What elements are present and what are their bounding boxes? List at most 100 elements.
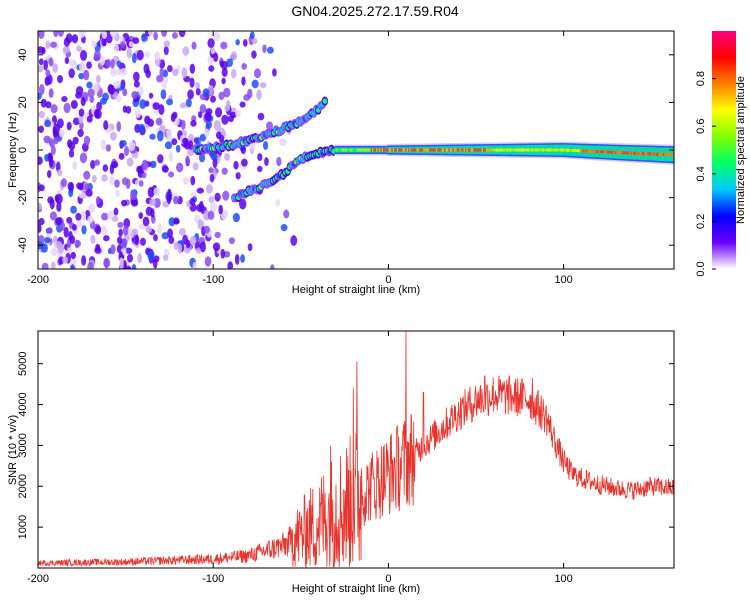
heatmap-noise-cell [63,226,69,238]
heatmap-noise-cell [49,211,58,221]
heatmap-noise-cell [126,47,133,59]
main-trace-core [352,148,356,152]
heatmap-noise-cell [267,46,274,54]
main-trace-core [620,151,624,155]
heatmap-noise-cell [147,118,155,127]
heatmap-noise-cell [171,68,179,77]
main-trace-core [426,148,429,152]
y-tick-label: 2000 [17,474,29,498]
main-trace-core [641,151,645,155]
heatmap-noise-cell [38,58,44,66]
main-trace-core [658,152,662,156]
main-trace-core [371,148,375,152]
heatmap-noise-cell [124,247,133,254]
colorbar: 0.0 0.2 0.4 0.6 0.8 Normalized spectral ampl… [695,31,747,277]
main-trace-core [498,148,502,152]
main-trace-core [420,148,424,152]
heatmap-noise-cell [210,95,217,103]
main-trace-core [523,148,527,152]
main-trace-core [599,150,603,154]
main-trace-core [516,148,520,152]
main-trace-core [374,148,378,152]
heatmap-noise-cell [50,248,58,256]
main-trace-core [366,148,370,152]
heatmap-noise-cell [75,86,84,96]
heatmap-noise-cell [209,202,217,212]
main-trace-core [435,148,439,152]
heatmap-noise-cell [240,145,247,155]
heatmap-noise-cell [142,216,150,227]
heatmap-noise-cell [235,109,241,118]
heatmap-noise-cell [251,37,258,45]
heatmap-noise-cell [215,107,223,118]
heatmap-noise-cell [105,144,111,152]
heatmap-noise-cell [144,51,150,58]
heatmap-noise-cell [111,160,119,169]
heatmap-noise-cell [66,216,73,224]
main-trace-core [395,148,399,152]
heatmap-noise-cell [168,151,174,162]
heatmap-noise-cell [266,121,274,131]
heatmap-noise-cell [185,155,190,166]
heatmap-noise-cell [257,153,263,161]
main-trace-core [417,148,421,152]
heatmap-noise-cell [148,92,154,99]
heatmap-noise-cell [172,111,178,119]
main-trace-core [644,152,648,156]
main-trace-core [547,148,550,152]
main-trace-core [576,149,579,153]
main-trace-core [396,148,400,152]
heatmap-noise-cell [87,88,95,98]
heatmap-noise-cell [162,254,169,261]
main-trace-core [554,148,557,152]
main-trace-core [650,152,653,156]
heatmap-noise-cell [116,68,122,76]
y-tick-label: 0 [17,147,29,153]
main-trace-core [423,148,426,152]
heatmap-noise-cell [107,84,114,94]
snr-series-line [38,331,674,568]
heatmap-noise-cell [72,136,79,145]
main-trace-core [671,153,674,157]
heatmap-noise-cell [121,199,128,207]
main-trace-core [529,148,532,152]
main-trace-core [665,152,669,156]
main-trace-core [549,148,553,152]
heatmap-noise-cell [134,109,141,119]
spectrogram-x-label: Height of straight line (km) [292,284,420,296]
main-trace-core [552,148,556,152]
main-trace-core [653,152,656,156]
heatmap-noise-cell [143,63,150,75]
heatmap-noise-cell [62,256,69,264]
heatmap-noise-cell [137,252,143,264]
heatmap-noise-cell [50,104,58,114]
heatmap-noise-cell [132,37,140,44]
main-trace-core [349,148,353,152]
heatmap-noise-cell [38,184,45,192]
heatmap-noise-cell [157,154,164,164]
main-trace-core [561,148,564,152]
main-trace-core [555,148,559,152]
heatmap-noise-cell [99,55,106,66]
colorbar-tick-label: 0.6 [695,119,707,134]
main-trace-core [434,148,438,152]
main-trace-core [441,148,445,152]
main-trace-core [515,148,518,152]
heatmap-noise-cell [38,46,45,54]
main-trace-core [413,148,417,152]
main-trace-core [487,148,490,152]
heatmap-noise-cell [149,160,157,169]
heatmap-noise-cell [71,34,79,44]
heatmap-noise-cell [44,76,50,86]
heatmap-noise-cell [43,59,48,71]
heatmap-noise-cell [290,235,298,246]
heatmap-noise-cell [86,61,92,69]
heatmap-noise-cell [40,243,48,253]
spectrogram-x-ticks: -200 -100 0 100 [27,31,573,286]
main-trace-core [590,149,593,153]
heatmap-noise-cell [103,120,109,131]
heatmap-noise-cell [200,241,206,253]
main-trace-core [478,148,482,152]
main-trace-core [392,148,396,152]
heatmap-noise-cell [235,38,240,46]
